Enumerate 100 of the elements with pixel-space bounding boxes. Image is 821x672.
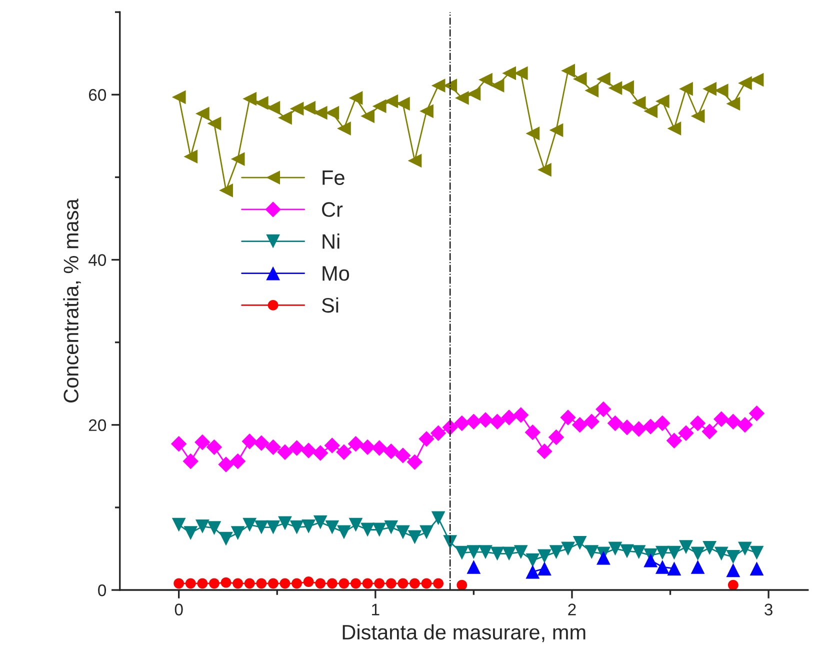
point	[172, 90, 186, 104]
point	[372, 522, 386, 537]
point	[572, 72, 587, 86]
x-tick-label: 2	[568, 604, 576, 616]
point	[538, 549, 552, 564]
point	[268, 578, 278, 589]
point	[395, 448, 411, 464]
point	[678, 425, 694, 442]
point	[398, 578, 408, 589]
point	[336, 444, 352, 460]
point	[290, 520, 304, 534]
point	[220, 577, 232, 588]
point	[728, 580, 738, 590]
point	[431, 511, 446, 526]
point	[667, 546, 682, 560]
point	[372, 99, 386, 114]
point	[490, 546, 504, 561]
point	[667, 122, 682, 136]
point	[502, 546, 516, 561]
point	[524, 424, 541, 440]
point	[466, 414, 482, 430]
point	[514, 545, 528, 559]
point	[362, 578, 373, 589]
point	[596, 550, 610, 565]
point	[466, 86, 481, 101]
point	[526, 126, 540, 140]
point	[386, 578, 396, 589]
point	[725, 414, 742, 430]
point	[350, 578, 361, 589]
point	[172, 518, 186, 532]
legend-label: Mo	[322, 266, 350, 281]
point	[666, 432, 682, 448]
point	[538, 562, 552, 576]
point	[526, 564, 540, 579]
point	[642, 418, 658, 434]
point	[702, 82, 717, 96]
point	[536, 443, 552, 460]
point	[182, 453, 198, 470]
point	[442, 420, 458, 436]
point	[443, 535, 458, 550]
point	[194, 434, 210, 450]
point	[538, 162, 552, 177]
point	[313, 515, 328, 530]
point	[303, 576, 314, 587]
x-tick-label: 1	[372, 604, 380, 616]
legend-label: Si	[322, 297, 338, 313]
point	[312, 445, 328, 461]
point	[454, 91, 469, 105]
point	[714, 411, 730, 427]
point	[443, 78, 458, 93]
point	[572, 417, 588, 433]
point	[561, 542, 575, 556]
point	[218, 456, 234, 472]
point	[207, 521, 222, 536]
point	[174, 578, 184, 589]
point	[738, 542, 752, 556]
point	[502, 66, 516, 80]
point	[632, 96, 646, 110]
point	[278, 110, 292, 125]
point	[690, 415, 706, 432]
point	[360, 522, 374, 537]
point	[185, 578, 196, 589]
legend-label: Ni	[322, 234, 340, 249]
point	[644, 553, 658, 568]
point	[619, 420, 635, 436]
y-tick-label: 40	[88, 254, 106, 266]
x-tick-label: 3	[764, 604, 772, 616]
x-tick-label: 0	[174, 604, 183, 616]
y-tick-label: 60	[88, 89, 106, 101]
point	[655, 546, 670, 560]
point	[702, 424, 718, 440]
y-tick-label: 0	[98, 584, 106, 596]
point	[408, 154, 422, 168]
point	[478, 72, 492, 87]
point	[209, 578, 220, 589]
point	[206, 439, 222, 456]
point	[232, 578, 244, 589]
point	[371, 440, 388, 456]
point	[325, 106, 340, 120]
point	[679, 82, 693, 96]
point	[254, 520, 268, 534]
point	[655, 560, 670, 574]
point	[207, 116, 222, 130]
point	[266, 520, 280, 534]
point	[288, 440, 305, 456]
point	[726, 563, 740, 578]
point	[230, 152, 245, 166]
point	[501, 410, 517, 426]
point	[406, 454, 423, 470]
point	[278, 516, 292, 530]
point	[620, 80, 634, 94]
point	[420, 104, 434, 118]
point	[348, 518, 363, 532]
point	[348, 436, 364, 452]
point	[679, 540, 693, 554]
point	[242, 434, 258, 450]
point	[197, 578, 208, 589]
point	[184, 526, 198, 540]
point	[230, 526, 245, 540]
point	[561, 64, 575, 78]
